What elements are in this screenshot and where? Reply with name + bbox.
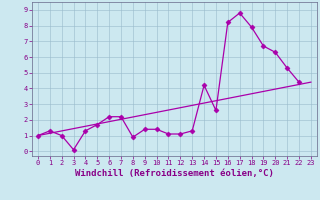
X-axis label: Windchill (Refroidissement éolien,°C): Windchill (Refroidissement éolien,°C) [75,169,274,178]
